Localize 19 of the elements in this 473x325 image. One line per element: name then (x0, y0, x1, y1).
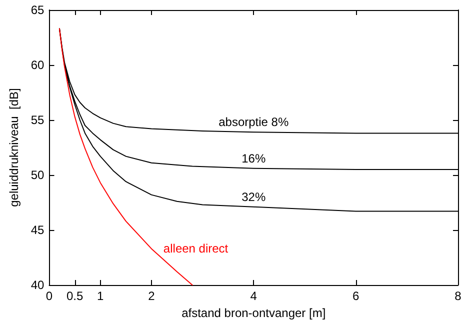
y-tick-label: 60 (30, 58, 45, 72)
x-axis-title: afstand bron-ontvanger [m] (182, 306, 326, 320)
y-tick-label: 65 (30, 3, 45, 17)
x-tick-label: 0.5 (66, 289, 84, 303)
y-tick-label: 55 (30, 113, 45, 127)
series-label: 32% (242, 190, 266, 204)
y-axis-title: geluiddrukniveau [dB] (7, 88, 21, 207)
y-tick-label: 40 (30, 278, 45, 292)
x-tick-label: 6 (352, 289, 360, 303)
x-tick-label: 0 (46, 289, 53, 303)
x-tick-label: 4 (250, 289, 258, 303)
series-label: 16% (242, 151, 266, 166)
y-tick-label: 50 (30, 168, 45, 182)
series-label: absorptie 8% (218, 115, 289, 130)
series-label: alleen direct (163, 242, 229, 256)
y-tick-label: 45 (30, 223, 45, 237)
x-tick-label: 1 (97, 289, 104, 303)
x-tick-label: 8 (454, 289, 462, 303)
x-tick-label: 2 (148, 289, 156, 303)
